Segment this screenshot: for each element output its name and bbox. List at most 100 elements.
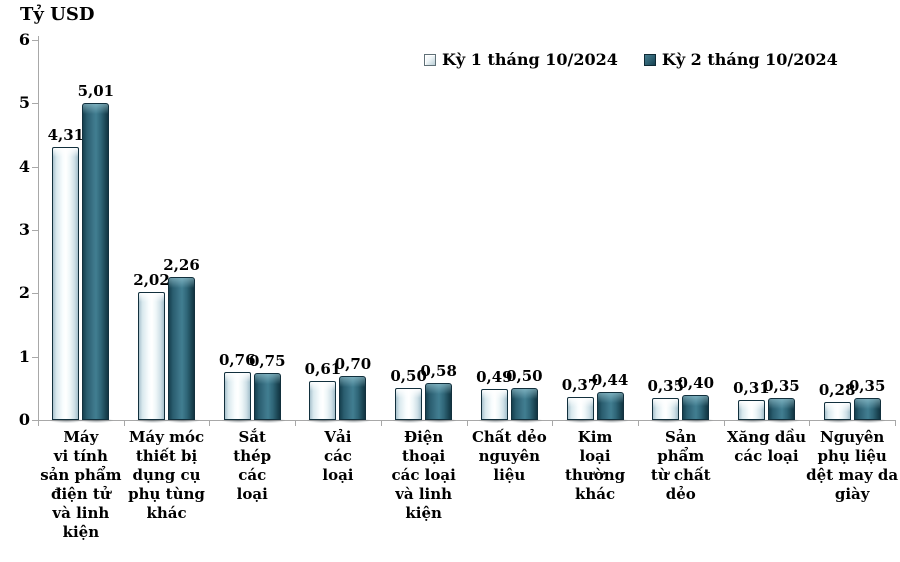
y-axis-tick [32, 356, 38, 358]
value-label-ky2-cat6: 0,50 [506, 367, 543, 386]
bar-ky1-cat1 [52, 147, 80, 420]
value-label-ky1-cat2: 2,02 [133, 271, 170, 290]
value-label-ky2-cat10: 0,35 [848, 376, 886, 395]
value-label-ky2-cat3: 0,75 [248, 351, 286, 370]
value-label-ky2-cat5: 0,58 [420, 362, 457, 381]
category-label-cat8: Sản phẩm từ chất dẻo [650, 428, 711, 503]
bar-ky2-cat4 [339, 375, 367, 420]
value-label-ky1-cat8: 0,35 [647, 376, 685, 395]
legend-marker-ky2-icon [643, 53, 656, 66]
value-label-ky1-cat6: 0,49 [476, 367, 513, 386]
bar-shadow [765, 418, 799, 423]
bar-ky1-cat9 [737, 400, 765, 420]
bar-ky1-cat10 [823, 402, 851, 420]
bar-shadow [50, 418, 84, 423]
legend-item-ky1: Kỳ 1 tháng 10/2024 [424, 50, 618, 69]
bar-shadow [136, 418, 170, 423]
value-label-ky2-cat8: 0,40 [677, 373, 715, 392]
value-label-ky1-cat9: 0,31 [733, 379, 770, 398]
bar-ky1-cat5 [395, 388, 423, 420]
y-axis-tick [32, 230, 38, 231]
bar-ky1-cat8 [652, 397, 680, 420]
category-label-cat2: Máy móc thiết bị dụng cụ phụ tùng khác [128, 428, 205, 522]
bar-ky2-cat9 [767, 397, 795, 420]
value-label-ky2-cat1: 5,01 [77, 81, 115, 100]
bar-ky2-cat5 [425, 383, 453, 420]
bar-ky1-cat6 [480, 388, 508, 420]
y-tick-label: 3 [18, 220, 30, 239]
x-axis-tick [295, 420, 297, 426]
y-axis-title: Tỷ USD [20, 4, 95, 25]
value-label-ky2-cat7: 0,44 [591, 371, 629, 390]
y-tick-label: 5 [18, 93, 30, 113]
bar-shadow [680, 418, 714, 423]
bar-shadow [166, 418, 200, 423]
bar-shadow [393, 418, 427, 423]
bar-ky1-cat2 [138, 292, 166, 420]
value-label-ky1-cat3: 0,76 [218, 350, 256, 369]
value-label-ky1-cat7: 0,37 [561, 375, 599, 394]
x-axis-tick [466, 420, 468, 426]
value-label-ky1-cat10: 0,28 [818, 381, 856, 400]
bar-ky2-cat6 [510, 388, 538, 420]
x-axis-tick [552, 420, 554, 426]
legend-item-ky2: Kỳ 2 tháng 10/2024 [643, 50, 838, 69]
x-axis-tick [38, 420, 39, 426]
bar-shadow [821, 418, 855, 423]
x-axis-tick [723, 420, 725, 426]
category-label-cat4: Vải các loại [322, 428, 354, 484]
bar-ky2-cat7 [596, 392, 624, 420]
value-label-ky1-cat5: 0,50 [390, 367, 427, 386]
value-label-ky1-cat1: 4,31 [47, 126, 85, 145]
bar-ky1-cat3 [223, 371, 251, 420]
legend: Kỳ 1 tháng 10/2024 Kỳ 2 tháng 10/2024 [424, 50, 838, 69]
y-tick-label: 0 [18, 410, 30, 429]
x-axis-tick [895, 420, 896, 426]
bar-ky1-cat7 [566, 396, 594, 420]
x-axis-tick [209, 420, 211, 426]
bar-shadow [337, 418, 371, 423]
y-tick-label: 4 [18, 156, 30, 176]
y-axis-tick [32, 103, 38, 105]
bar-ky2-cat3 [253, 372, 281, 420]
category-label-cat10: Nguyên phụ liệu dệt may da giày [806, 428, 899, 503]
bar-shadow [650, 418, 684, 423]
bar-ky2-cat10 [853, 397, 881, 420]
bar-ky2-cat2 [168, 276, 196, 420]
value-label-ky2-cat2: 2,26 [163, 255, 200, 274]
bar-shadow [735, 418, 769, 423]
legend-label-ky1: Kỳ 1 tháng 10/2024 [442, 50, 618, 69]
y-tick-label: 6 [18, 30, 30, 49]
bar-shadow [478, 418, 512, 423]
bar-shadow [423, 418, 457, 423]
bar-shadow [307, 418, 341, 423]
category-label-cat3: Sắt thép các loại [233, 428, 272, 503]
y-axis-line [38, 36, 39, 421]
category-label-cat7: Kim loại thường khác [564, 428, 626, 503]
value-label-ky2-cat9: 0,35 [763, 376, 800, 395]
x-axis-tick [123, 420, 125, 426]
bar-shadow [564, 418, 598, 423]
y-axis-tick [32, 40, 38, 41]
y-tick-label: 2 [18, 283, 30, 303]
legend-label-ky2: Kỳ 2 tháng 10/2024 [661, 50, 838, 69]
bar-shadow [251, 418, 285, 423]
bar-shadow [594, 418, 628, 423]
bar-shadow [221, 418, 255, 423]
bar-ky1-cat4 [309, 381, 337, 420]
bar-ky2-cat1 [82, 102, 110, 420]
y-axis-tick [32, 293, 38, 295]
bar-ky2-cat8 [682, 394, 710, 420]
category-label-cat6: Chất dẻo nguyên liệu [471, 428, 547, 484]
y-tick-label: 1 [18, 346, 30, 366]
x-axis-tick [809, 420, 811, 426]
value-label-ky2-cat4: 0,70 [334, 354, 372, 373]
value-label-ky1-cat4: 0,61 [304, 360, 342, 379]
category-label-cat5: Điện thoại các loại và linh kiện [391, 428, 456, 522]
category-label-cat9: Xăng dầu các loại [726, 428, 806, 465]
x-axis-tick [637, 420, 639, 426]
bar-shadow [851, 418, 885, 423]
y-axis-tick [32, 420, 38, 421]
